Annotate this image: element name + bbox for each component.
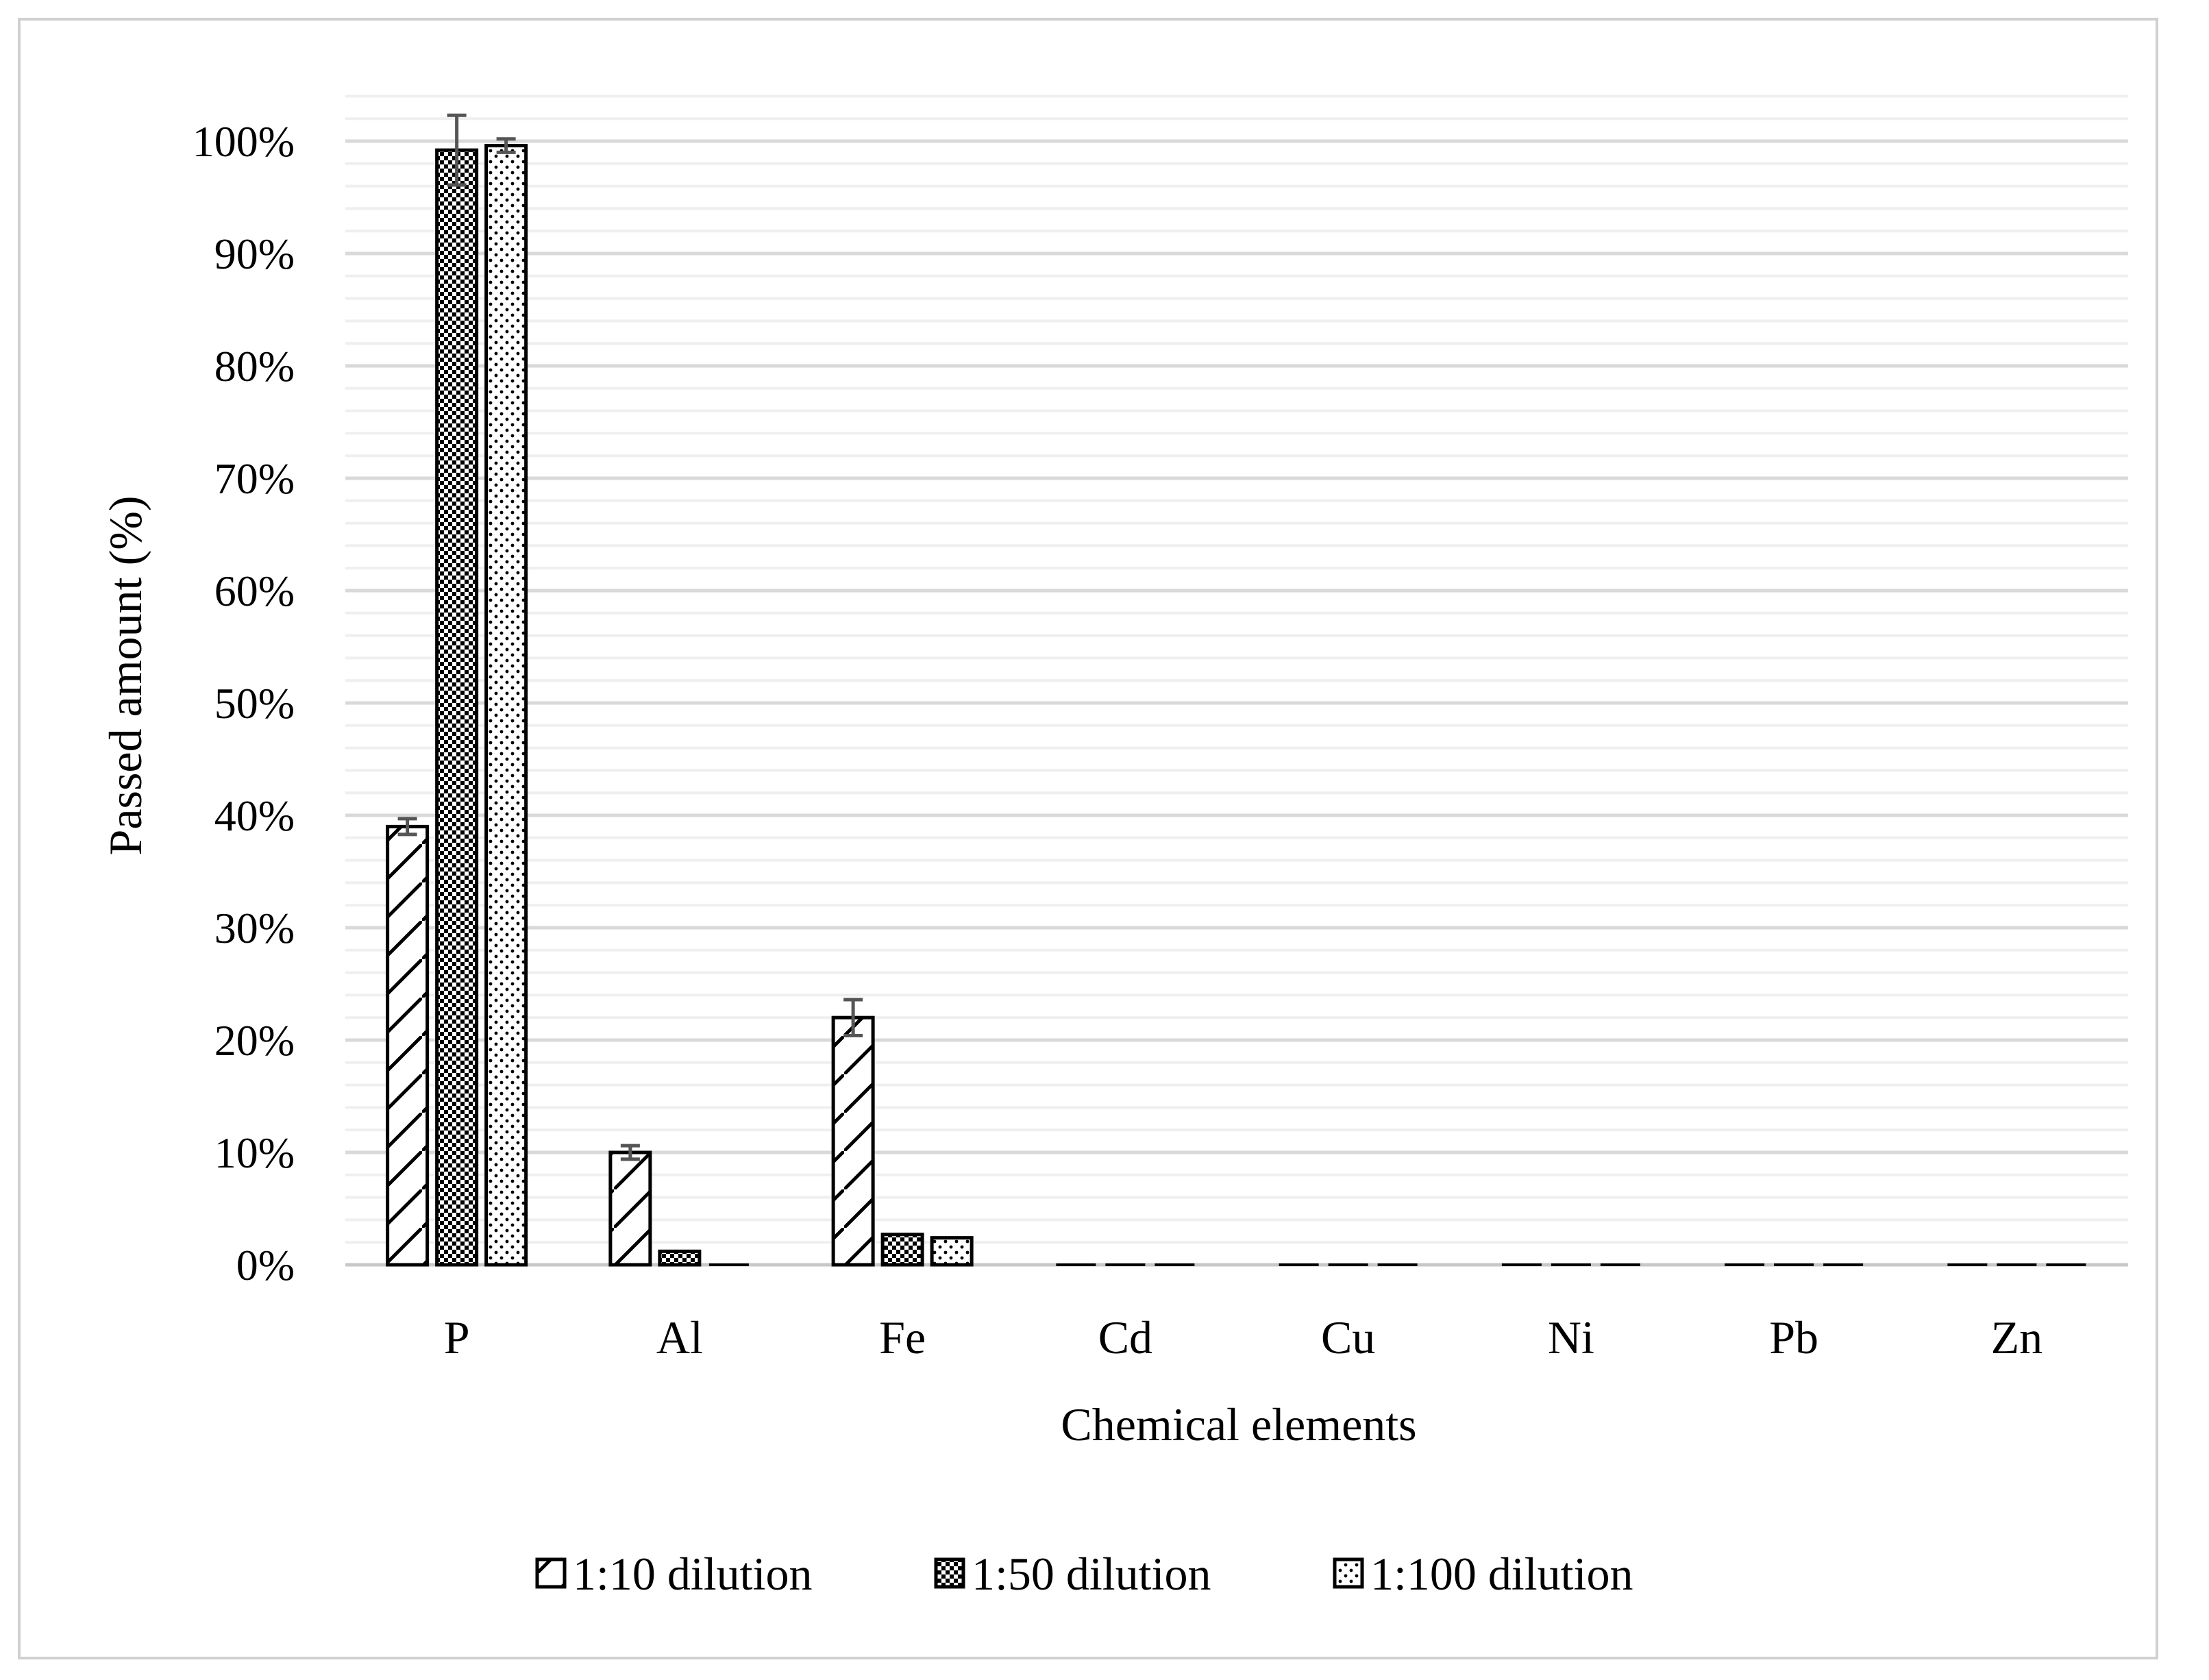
y-tick-label: 60% — [214, 567, 295, 615]
bars — [386, 144, 2086, 1267]
legend-swatch — [934, 1557, 965, 1589]
error-bar — [447, 113, 467, 187]
legend-item: 1:10 dilution — [535, 1548, 812, 1600]
x-tick-label: Cd — [1098, 1311, 1152, 1363]
legend-label: 1:100 dilution — [1370, 1548, 1633, 1600]
x-tick-label: P — [444, 1311, 470, 1363]
y-axis-title: Passed amount (%) — [99, 495, 151, 855]
y-tick-label: 10% — [214, 1128, 295, 1177]
y-tick-label: 70% — [214, 454, 295, 503]
error-bars — [397, 113, 863, 1161]
bar — [831, 1015, 875, 1267]
legend-label: 1:50 dilution — [972, 1548, 1211, 1600]
y-tick-label: 80% — [214, 342, 295, 391]
y-tick-label: 50% — [214, 679, 295, 728]
error-bar — [620, 1144, 640, 1161]
bar — [880, 1233, 924, 1267]
x-tick-label: Ni — [1548, 1311, 1594, 1363]
y-tick-label: 30% — [214, 904, 295, 952]
y-axis-ticks: 0% 10% 20% 30% 40% 50% 60% 70% 80% 90% 100% — [193, 117, 295, 1289]
legend-item: 1:50 dilution — [934, 1548, 1211, 1600]
y-tick-label: 90% — [214, 230, 295, 278]
bar — [484, 144, 528, 1267]
error-bar — [843, 998, 863, 1037]
legend-swatch — [1333, 1557, 1364, 1589]
legend-item: 1:100 dilution — [1333, 1548, 1633, 1600]
bar — [386, 824, 430, 1267]
legend-label: 1:10 dilution — [573, 1548, 812, 1600]
legend-swatch — [535, 1557, 567, 1589]
bar — [658, 1249, 702, 1267]
y-tick-label: 0% — [236, 1241, 295, 1289]
y-tick-label: 20% — [214, 1016, 295, 1065]
legend: 1:10 dilution 1:50 dilution 1:100 dilution — [535, 1548, 1633, 1600]
error-bar — [496, 137, 516, 154]
error-bar — [397, 817, 417, 837]
x-axis-title: Chemical elements — [1061, 1398, 1416, 1450]
y-tick-label: 40% — [214, 791, 295, 840]
x-axis-categories: P Al Fe Cd Cu Ni Pb Zn — [444, 1311, 2043, 1363]
gridlines — [345, 95, 2128, 1267]
x-tick-label: Cu — [1321, 1311, 1375, 1363]
x-tick-label: Fe — [879, 1311, 926, 1363]
y-tick-label: 100% — [193, 117, 295, 166]
bar — [435, 148, 479, 1267]
bar — [608, 1150, 652, 1267]
x-tick-label: Pb — [1769, 1311, 1818, 1363]
bar — [930, 1236, 974, 1267]
x-tick-label: Al — [656, 1311, 703, 1363]
x-tick-label: Zn — [1991, 1311, 2043, 1363]
